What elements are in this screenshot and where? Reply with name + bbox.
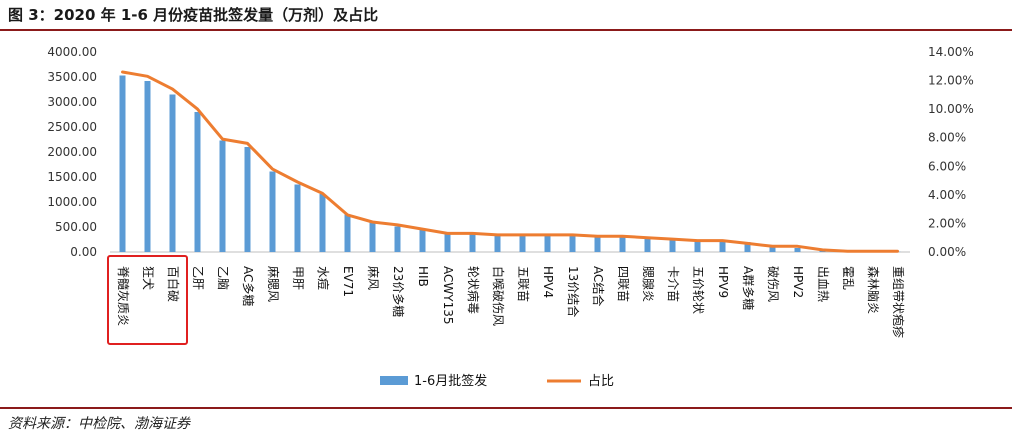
category-label: EV71 — [341, 266, 355, 297]
bar — [644, 237, 651, 252]
legend-bar-swatch — [380, 376, 408, 385]
y-left-tick-label: 1500.00 — [47, 170, 97, 184]
bar — [394, 226, 401, 252]
y-left-tick-label: 3500.00 — [47, 70, 97, 84]
category-label: 13价结合 — [566, 266, 581, 317]
bar — [294, 184, 301, 252]
bottom-rule — [0, 407, 1012, 409]
bar — [144, 81, 151, 252]
bar — [594, 236, 601, 252]
bar — [419, 229, 426, 252]
category-label: 水痘 — [316, 266, 331, 290]
bar — [169, 94, 176, 252]
category-label: 百白破 — [166, 266, 181, 302]
category-label: 轮状病毒 — [466, 266, 481, 314]
bar — [319, 194, 326, 252]
legend-bar-label: 1-6月批签发 — [414, 373, 487, 389]
bar — [819, 251, 826, 252]
category-label: 霍乱 — [841, 266, 855, 290]
bar — [269, 171, 276, 252]
y-left-tick-label: 4000.00 — [47, 45, 97, 59]
category-label: 乙脑 — [216, 266, 230, 290]
category-label: 甲肝 — [291, 266, 305, 290]
y-right-tick-label: 12.00% — [928, 74, 974, 88]
bar — [569, 235, 576, 252]
category-label: HPV4 — [541, 266, 555, 298]
category-label: 五联苗 — [516, 266, 530, 302]
category-label: 麻腮风 — [266, 266, 281, 302]
bar — [344, 214, 351, 252]
category-label: 麻风 — [366, 266, 381, 290]
category-label: A群多糖 — [741, 266, 756, 310]
bar — [544, 235, 551, 252]
y-left-tick-label: 2000.00 — [47, 145, 97, 159]
category-label: 狂犬 — [141, 266, 155, 290]
bar — [244, 147, 251, 252]
category-label: 出血热 — [816, 266, 830, 302]
category-label: 脊髓灰质炎 — [116, 266, 130, 326]
y-left-tick-label: 500.00 — [55, 220, 97, 234]
bar — [519, 235, 526, 252]
category-label: 乙肝 — [191, 266, 205, 290]
bar — [119, 75, 126, 252]
bar — [794, 248, 801, 252]
y-left-tick-label: 0.00 — [70, 245, 97, 259]
category-label: 卡介苗 — [666, 266, 680, 302]
y-right-tick-label: 4.00% — [928, 188, 966, 202]
chart-canvas: 0.00 500.00 1000.00 1500.00 2000.00 2500.00 30… — [47, 45, 974, 389]
y-right-tick-label: 0.00% — [928, 245, 966, 259]
bar — [719, 241, 726, 252]
top-rule — [0, 29, 1012, 31]
y-right-tick-label: 6.00% — [928, 159, 966, 173]
category-label: HIB — [416, 266, 430, 287]
highlight-box — [107, 255, 188, 345]
y-right-tick-label: 2.00% — [928, 216, 966, 230]
legend-line-label: 占比 — [588, 374, 614, 389]
source-note: 资料来源：中检院、渤海证券 — [8, 416, 190, 432]
y-left-tick-label: 3000.00 — [47, 95, 97, 109]
category-label: ACWY135 — [441, 266, 455, 324]
category-label: 白喉破伤风 — [491, 266, 506, 326]
share-line — [121, 70, 899, 253]
y-left-tick-label: 2500.00 — [47, 120, 97, 134]
bar — [769, 247, 776, 252]
category-label: 五价轮状 — [691, 266, 705, 314]
chart-title: 图 3：2020 年 1-6 月份疫苗批签发量（万剂）及占比 — [8, 6, 379, 24]
y-right-tick-label: 10.00% — [928, 102, 974, 116]
bar — [369, 222, 376, 252]
bar — [669, 239, 676, 252]
category-label: 四联苗 — [616, 266, 630, 302]
bar — [469, 233, 476, 252]
category-label: AC多糖 — [241, 266, 256, 306]
bar — [619, 236, 626, 252]
category-label: 23价多糖 — [391, 266, 406, 317]
y-left-tick-label: 1000.00 — [47, 195, 97, 209]
category-label: HPV9 — [716, 266, 730, 298]
bar — [194, 112, 201, 252]
bar — [694, 241, 701, 252]
bar — [219, 140, 226, 252]
bar — [494, 234, 501, 252]
y-right-tick-label: 14.00% — [928, 45, 974, 59]
category-label: HPV2 — [791, 266, 805, 298]
category-label: 森林脑炎 — [866, 266, 881, 314]
bar — [744, 242, 751, 252]
category-label: 重组带状疱疹 — [891, 266, 906, 338]
category-label: 破伤风 — [766, 266, 781, 302]
bar — [444, 232, 451, 252]
category-label: 腮腺炎 — [641, 266, 655, 302]
y-right-tick-label: 8.00% — [928, 131, 966, 145]
category-label: AC结合 — [591, 266, 606, 306]
